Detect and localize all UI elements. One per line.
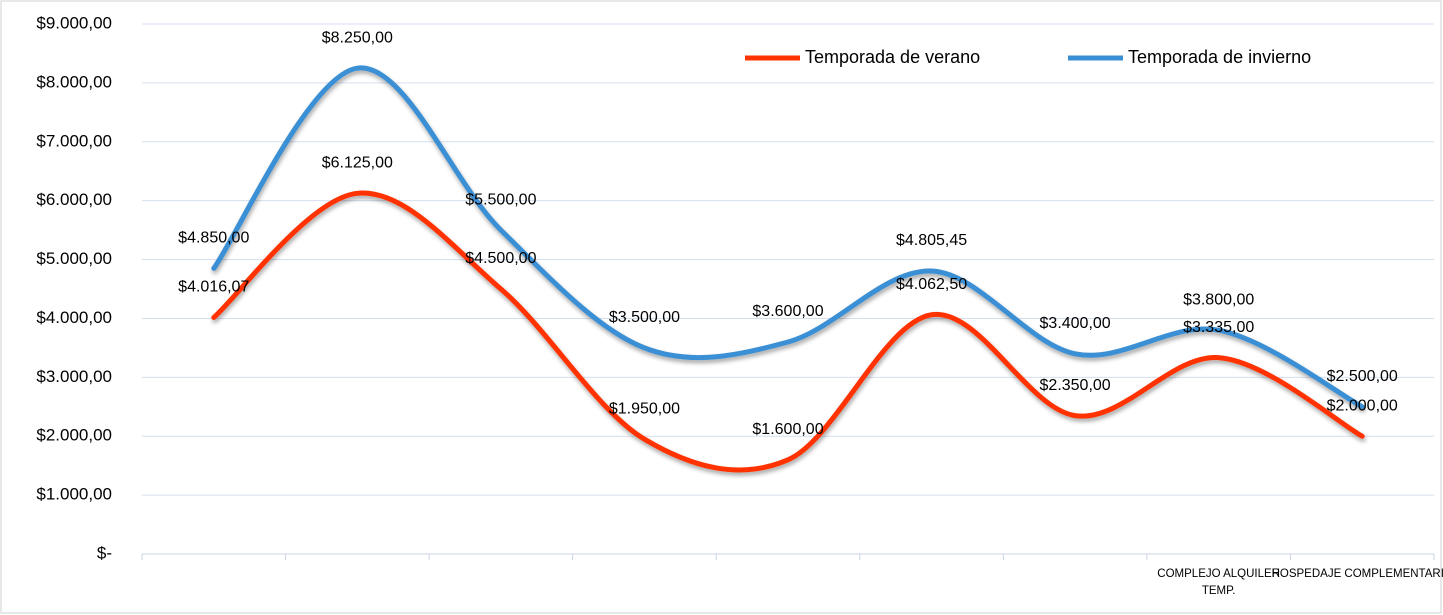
data-label: $1.600,00 (752, 421, 823, 438)
data-label: $5.500,00 (465, 191, 536, 208)
data-label: $4.016,07 (178, 279, 249, 296)
y-tick-label: $2.000,00 (36, 426, 112, 445)
data-label: $6.125,00 (322, 155, 393, 172)
data-label: $2.000,00 (1327, 397, 1398, 414)
data-label: $4.500,00 (465, 250, 536, 267)
x-tick-label: COMPLEJO ALQUILER TEMP. (1157, 568, 1280, 597)
data-label: $2.500,00 (1327, 368, 1398, 385)
data-label: $3.600,00 (752, 303, 823, 320)
y-tick-label: $8.000,00 (36, 72, 112, 91)
y-tick-label: $- (97, 543, 112, 562)
y-tick-label: $4.000,00 (36, 308, 112, 327)
data-label: $3.400,00 (1040, 315, 1111, 332)
y-tick-label: $9.000,00 (36, 13, 112, 32)
y-tick-label: $6.000,00 (36, 190, 112, 209)
data-label: $2.350,00 (1040, 377, 1111, 394)
y-tick-label: $1.000,00 (36, 485, 112, 504)
legend-label: Temporada de verano (805, 47, 980, 67)
data-label: $3.335,00 (1183, 319, 1254, 336)
data-label: $4.805,45 (896, 232, 967, 249)
data-label: $3.800,00 (1183, 291, 1254, 308)
data-label: $3.500,00 (609, 309, 680, 326)
y-tick-label: $5.000,00 (36, 249, 112, 268)
x-tick-label: HOSPEDAJE COMPLEMENTARIO (1272, 568, 1443, 580)
line-series (211, 190, 1365, 473)
data-label: $4.850,00 (178, 230, 249, 247)
line-series (211, 65, 1365, 410)
data-label: $1.950,00 (609, 400, 680, 417)
data-label: $4.062,50 (896, 276, 967, 293)
y-tick-label: $3.000,00 (36, 367, 112, 386)
y-tick-label: $7.000,00 (36, 131, 112, 150)
legend-label: Temporada de invierno (1128, 47, 1311, 67)
data-label: $8.250,00 (322, 29, 393, 46)
